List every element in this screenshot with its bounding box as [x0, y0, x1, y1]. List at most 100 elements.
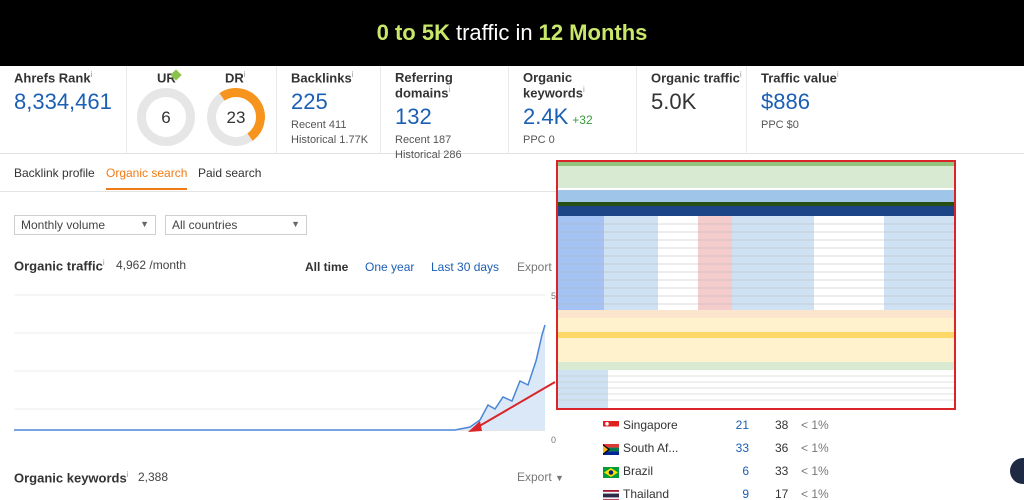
traffic-area	[14, 325, 545, 430]
country-position: 33	[775, 464, 789, 478]
y-tick-top: 5	[551, 291, 556, 301]
organic-keywords-label: Organic keywords	[523, 70, 583, 101]
country-row-south-africa[interactable]: South Af... 33 36 < 1%	[603, 441, 843, 463]
metric-organic-traffic: Organic traffici 5.0K	[636, 66, 746, 154]
referring-domains-value[interactable]: 132	[395, 104, 432, 130]
chevron-down-icon: ▼	[555, 473, 564, 483]
ahrefs-rank-label: Ahrefs Rank	[14, 70, 91, 86]
traffic-value-label: Traffic value	[761, 70, 837, 86]
spreadsheet-screenshot-overlay	[556, 160, 956, 410]
metric-organic-keywords: Organic keywordsi 2.4K +32 PPC 0	[508, 66, 636, 154]
range-last-30-days[interactable]: Last 30 days	[431, 260, 500, 274]
country-position: 17	[775, 487, 789, 500]
tab-organic-search[interactable]: Organic search	[106, 166, 188, 190]
tab-paid-search[interactable]: Paid search	[198, 166, 262, 180]
organic-keywords-count: 2,388	[138, 470, 169, 484]
organic-traffic-value: 5.0K	[651, 89, 697, 115]
spreadsheet-thumbnail	[558, 162, 954, 408]
organic-keywords-ppc: PPC 0	[523, 134, 555, 147]
range-all-time[interactable]: All time	[305, 260, 349, 274]
country-share: < 1%	[801, 487, 829, 500]
banner-part3: 12 Months	[538, 20, 648, 45]
ur-gauge	[137, 88, 195, 146]
traffic-value-ppc: PPC $0	[761, 119, 799, 132]
export-button[interactable]: Export	[517, 260, 552, 274]
country-keywords[interactable]: 6	[742, 464, 749, 478]
country-row-thailand[interactable]: Thailand 9 17 < 1%	[603, 487, 843, 500]
referring-domains-recent[interactable]: Recent 187	[395, 134, 452, 147]
banner-part1: 0 to 5K	[376, 20, 450, 45]
info-icon[interactable]: i	[448, 85, 451, 94]
backlinks-label: Backlinks	[291, 70, 352, 86]
chevron-down-icon: ▼	[140, 219, 149, 229]
organic-traffic-monthly: 4,962 /month	[116, 258, 187, 272]
metric-ahrefs-rank: Ahrefs Ranki 8,334,461	[0, 66, 126, 154]
organic-traffic-title-text: Organic traffic	[14, 258, 103, 274]
organic-keywords-title-text: Organic keywords	[14, 470, 127, 486]
chevron-down-icon: ▼	[291, 219, 300, 229]
organic-keywords-value[interactable]: 2.4K	[523, 104, 569, 130]
info-icon[interactable]: i	[102, 258, 105, 267]
country-share: < 1%	[801, 464, 829, 478]
country-share: < 1%	[801, 441, 829, 455]
organic-keywords-delta: +32	[572, 113, 593, 128]
country-share: < 1%	[801, 418, 829, 432]
country-keywords[interactable]: 9	[742, 487, 749, 500]
info-icon[interactable]: i	[243, 70, 246, 79]
thailand-flag-icon	[603, 490, 619, 500]
info-icon[interactable]: i	[836, 70, 839, 79]
country-name: Brazil	[623, 464, 654, 478]
info-icon[interactable]: i	[739, 70, 742, 79]
singapore-flag-icon	[603, 421, 619, 432]
metrics-strip: Ahrefs Ranki 8,334,461 URi 6 DRi 23 Back…	[0, 66, 1024, 161]
brazil-flag-icon	[603, 467, 619, 478]
dr-value: 23	[226, 108, 246, 127]
backlinks-recent[interactable]: Recent 411	[291, 119, 347, 132]
metric-backlinks: Backlinksi 225 Recent 411 Historical 1.77…	[276, 66, 380, 154]
organic-traffic-chart: 5 0	[14, 291, 556, 445]
countries-select[interactable]: All countries ▼	[165, 215, 307, 235]
country-position: 36	[775, 441, 789, 455]
backlinks-value[interactable]: 225	[291, 89, 328, 115]
y-tick-bottom: 0	[551, 435, 556, 445]
country-position: 38	[775, 418, 789, 432]
countries-select-value: All countries	[172, 218, 238, 232]
country-row-brazil[interactable]: Brazil 6 33 < 1%	[603, 464, 843, 486]
organic-keywords-title: Organic keywordsi	[14, 470, 129, 485]
referring-domains-historical[interactable]: Historical 286	[395, 149, 462, 162]
country-keywords[interactable]: 21	[735, 418, 749, 432]
info-icon[interactable]: i	[90, 70, 93, 79]
backlinks-historical[interactable]: Historical 1.77K	[291, 134, 369, 147]
volume-select[interactable]: Monthly volume ▼	[14, 215, 156, 235]
traffic-line	[14, 324, 546, 431]
ur-value: 6	[161, 108, 171, 127]
section-tabs: Backlink profile Organic search Paid sea…	[0, 160, 560, 192]
country-row-singapore[interactable]: Singapore 21 38 < 1%	[603, 418, 843, 440]
country-keywords[interactable]: 33	[735, 441, 749, 455]
country-name: South Af...	[623, 441, 679, 455]
tab-backlink-profile[interactable]: Backlink profile	[14, 166, 95, 180]
country-name: Thailand	[623, 487, 670, 500]
info-icon[interactable]: i	[582, 85, 585, 94]
pointer-arrow-head	[468, 421, 482, 432]
info-icon[interactable]: i	[126, 470, 129, 479]
country-name: Singapore	[623, 418, 678, 432]
range-one-year[interactable]: One year	[365, 260, 415, 274]
metric-referring-domains: Referring domainsi 132 Recent 187 Histori…	[380, 66, 508, 161]
volume-select-value: Monthly volume	[21, 218, 106, 232]
referring-domains-label: Referring domains	[395, 70, 453, 101]
ahrefs-rank-value[interactable]: 8,334,461	[14, 89, 112, 115]
headline-banner: 0 to 5K traffic in 12 Months	[0, 0, 1024, 66]
dr-label: DR	[225, 70, 244, 86]
south-africa-flag-icon	[603, 444, 619, 455]
organic-traffic-title: Organic traffici	[14, 258, 105, 273]
chat-bubble-icon[interactable]	[1010, 458, 1024, 484]
export-keywords-button[interactable]: Export ▼	[517, 470, 564, 484]
traffic-value-value[interactable]: $886	[761, 89, 810, 115]
banner-part2: traffic in	[455, 20, 533, 45]
metric-ur-dr: URi 6 DRi 23	[126, 66, 276, 154]
export-keywords-label: Export	[517, 470, 552, 484]
info-icon[interactable]: i	[351, 70, 354, 79]
metric-traffic-value: Traffic valuei $886 PPC $0	[746, 66, 876, 154]
pointer-arrow-line	[475, 381, 556, 429]
